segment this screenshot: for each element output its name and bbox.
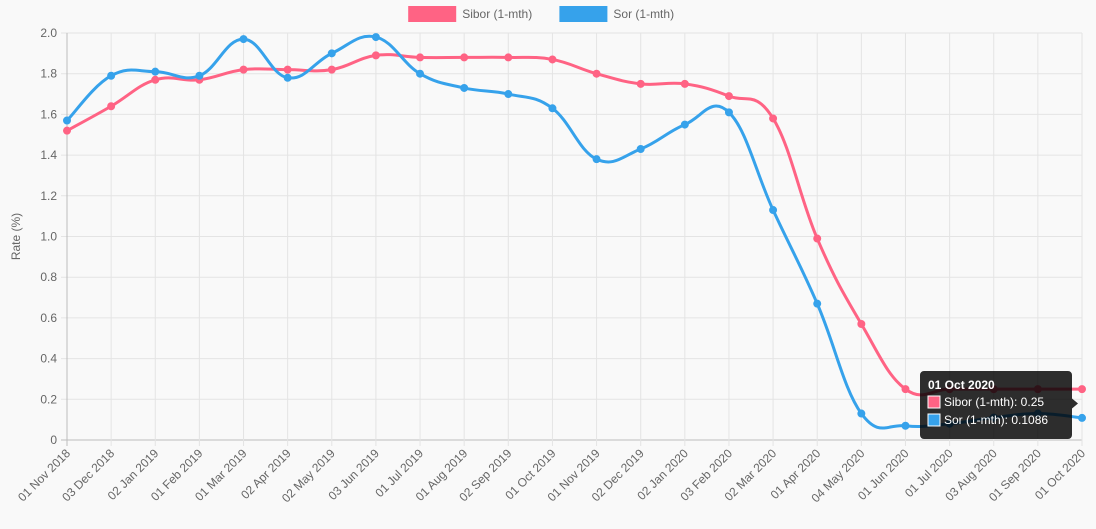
data-point[interactable] <box>107 71 116 80</box>
data-point[interactable] <box>901 385 910 394</box>
data-point[interactable] <box>416 69 425 78</box>
legend-item-0[interactable]: Sibor (1-mth) <box>408 6 532 22</box>
y-tick-label: 1.0 <box>40 230 57 244</box>
data-point[interactable] <box>724 108 733 117</box>
data-point[interactable] <box>857 320 866 329</box>
tooltip-title: 01 Oct 2020 <box>928 378 995 392</box>
tooltip-line: Sibor (1-mth): 0.25 <box>944 395 1044 409</box>
y-tick-label: 2.0 <box>40 26 57 40</box>
data-point[interactable] <box>371 51 380 60</box>
data-point[interactable] <box>813 299 822 308</box>
grid <box>61 32 1083 446</box>
series-1 <box>63 33 1086 430</box>
series-line <box>65 34 1084 430</box>
data-point[interactable] <box>460 83 469 92</box>
series-line <box>65 53 1084 397</box>
data-point[interactable] <box>724 92 733 101</box>
tooltip-line: Sor (1-mth): 0.1086 <box>944 413 1048 427</box>
data-point[interactable] <box>813 234 822 243</box>
data-point[interactable] <box>1078 385 1086 394</box>
tooltip-box <box>920 371 1078 439</box>
y-tick-label: 0.4 <box>40 352 57 366</box>
legend-swatch <box>559 6 608 22</box>
legend: Sibor (1-mth) Sor (1-mth) <box>408 6 674 22</box>
data-point[interactable] <box>151 75 160 84</box>
data-point[interactable] <box>636 144 645 153</box>
legend-label: Sibor (1-mth) <box>462 7 532 21</box>
tooltip-swatch <box>927 395 941 409</box>
data-point[interactable] <box>592 69 601 78</box>
data-point[interactable] <box>1078 413 1086 422</box>
data-point[interactable] <box>195 71 204 80</box>
data-point[interactable] <box>680 79 689 88</box>
data-point[interactable] <box>63 126 71 135</box>
data-point[interactable] <box>283 73 292 82</box>
data-point[interactable] <box>283 65 292 74</box>
data-point[interactable] <box>769 206 778 215</box>
tooltip-swatch <box>927 413 941 427</box>
series-0 <box>63 51 1086 397</box>
data-point[interactable] <box>416 53 425 62</box>
data-point[interactable] <box>327 49 336 58</box>
y-axis-title: Rate (%) <box>9 213 23 260</box>
data-point[interactable] <box>548 104 557 113</box>
series <box>63 33 1086 430</box>
y-tick-label: 0.6 <box>40 311 57 325</box>
data-point[interactable] <box>151 67 160 76</box>
data-point[interactable] <box>371 33 380 42</box>
data-point[interactable] <box>857 409 866 418</box>
tooltip: 01 Oct 2020 Sibor (1-mth): 0.25 Sor (1-mth… <box>920 371 1078 439</box>
legend-swatch <box>408 6 457 22</box>
y-tick-label: 0.2 <box>40 392 57 406</box>
y-tick-label: 0.8 <box>40 270 57 284</box>
data-point[interactable] <box>901 421 910 430</box>
data-point[interactable] <box>592 155 601 164</box>
data-point[interactable] <box>504 53 513 62</box>
legend-item-1[interactable]: Sor (1-mth) <box>559 6 674 22</box>
data-point[interactable] <box>680 120 689 129</box>
data-point[interactable] <box>107 102 116 111</box>
data-point[interactable] <box>504 90 513 99</box>
data-point[interactable] <box>239 65 248 74</box>
data-point[interactable] <box>548 55 557 64</box>
y-tick-label: 1.8 <box>40 67 57 81</box>
data-point[interactable] <box>636 79 645 88</box>
legend-label: Sor (1-mth) <box>613 7 674 21</box>
data-point[interactable] <box>63 116 71 125</box>
y-tick-label: 0 <box>50 433 57 447</box>
y-tick-label: 1.4 <box>40 148 57 162</box>
data-point[interactable] <box>327 65 336 74</box>
y-tick-label: 1.2 <box>40 189 57 203</box>
y-tick-label: 1.6 <box>40 107 57 121</box>
data-point[interactable] <box>239 35 248 44</box>
data-point[interactable] <box>460 53 469 62</box>
data-point[interactable] <box>769 114 778 123</box>
